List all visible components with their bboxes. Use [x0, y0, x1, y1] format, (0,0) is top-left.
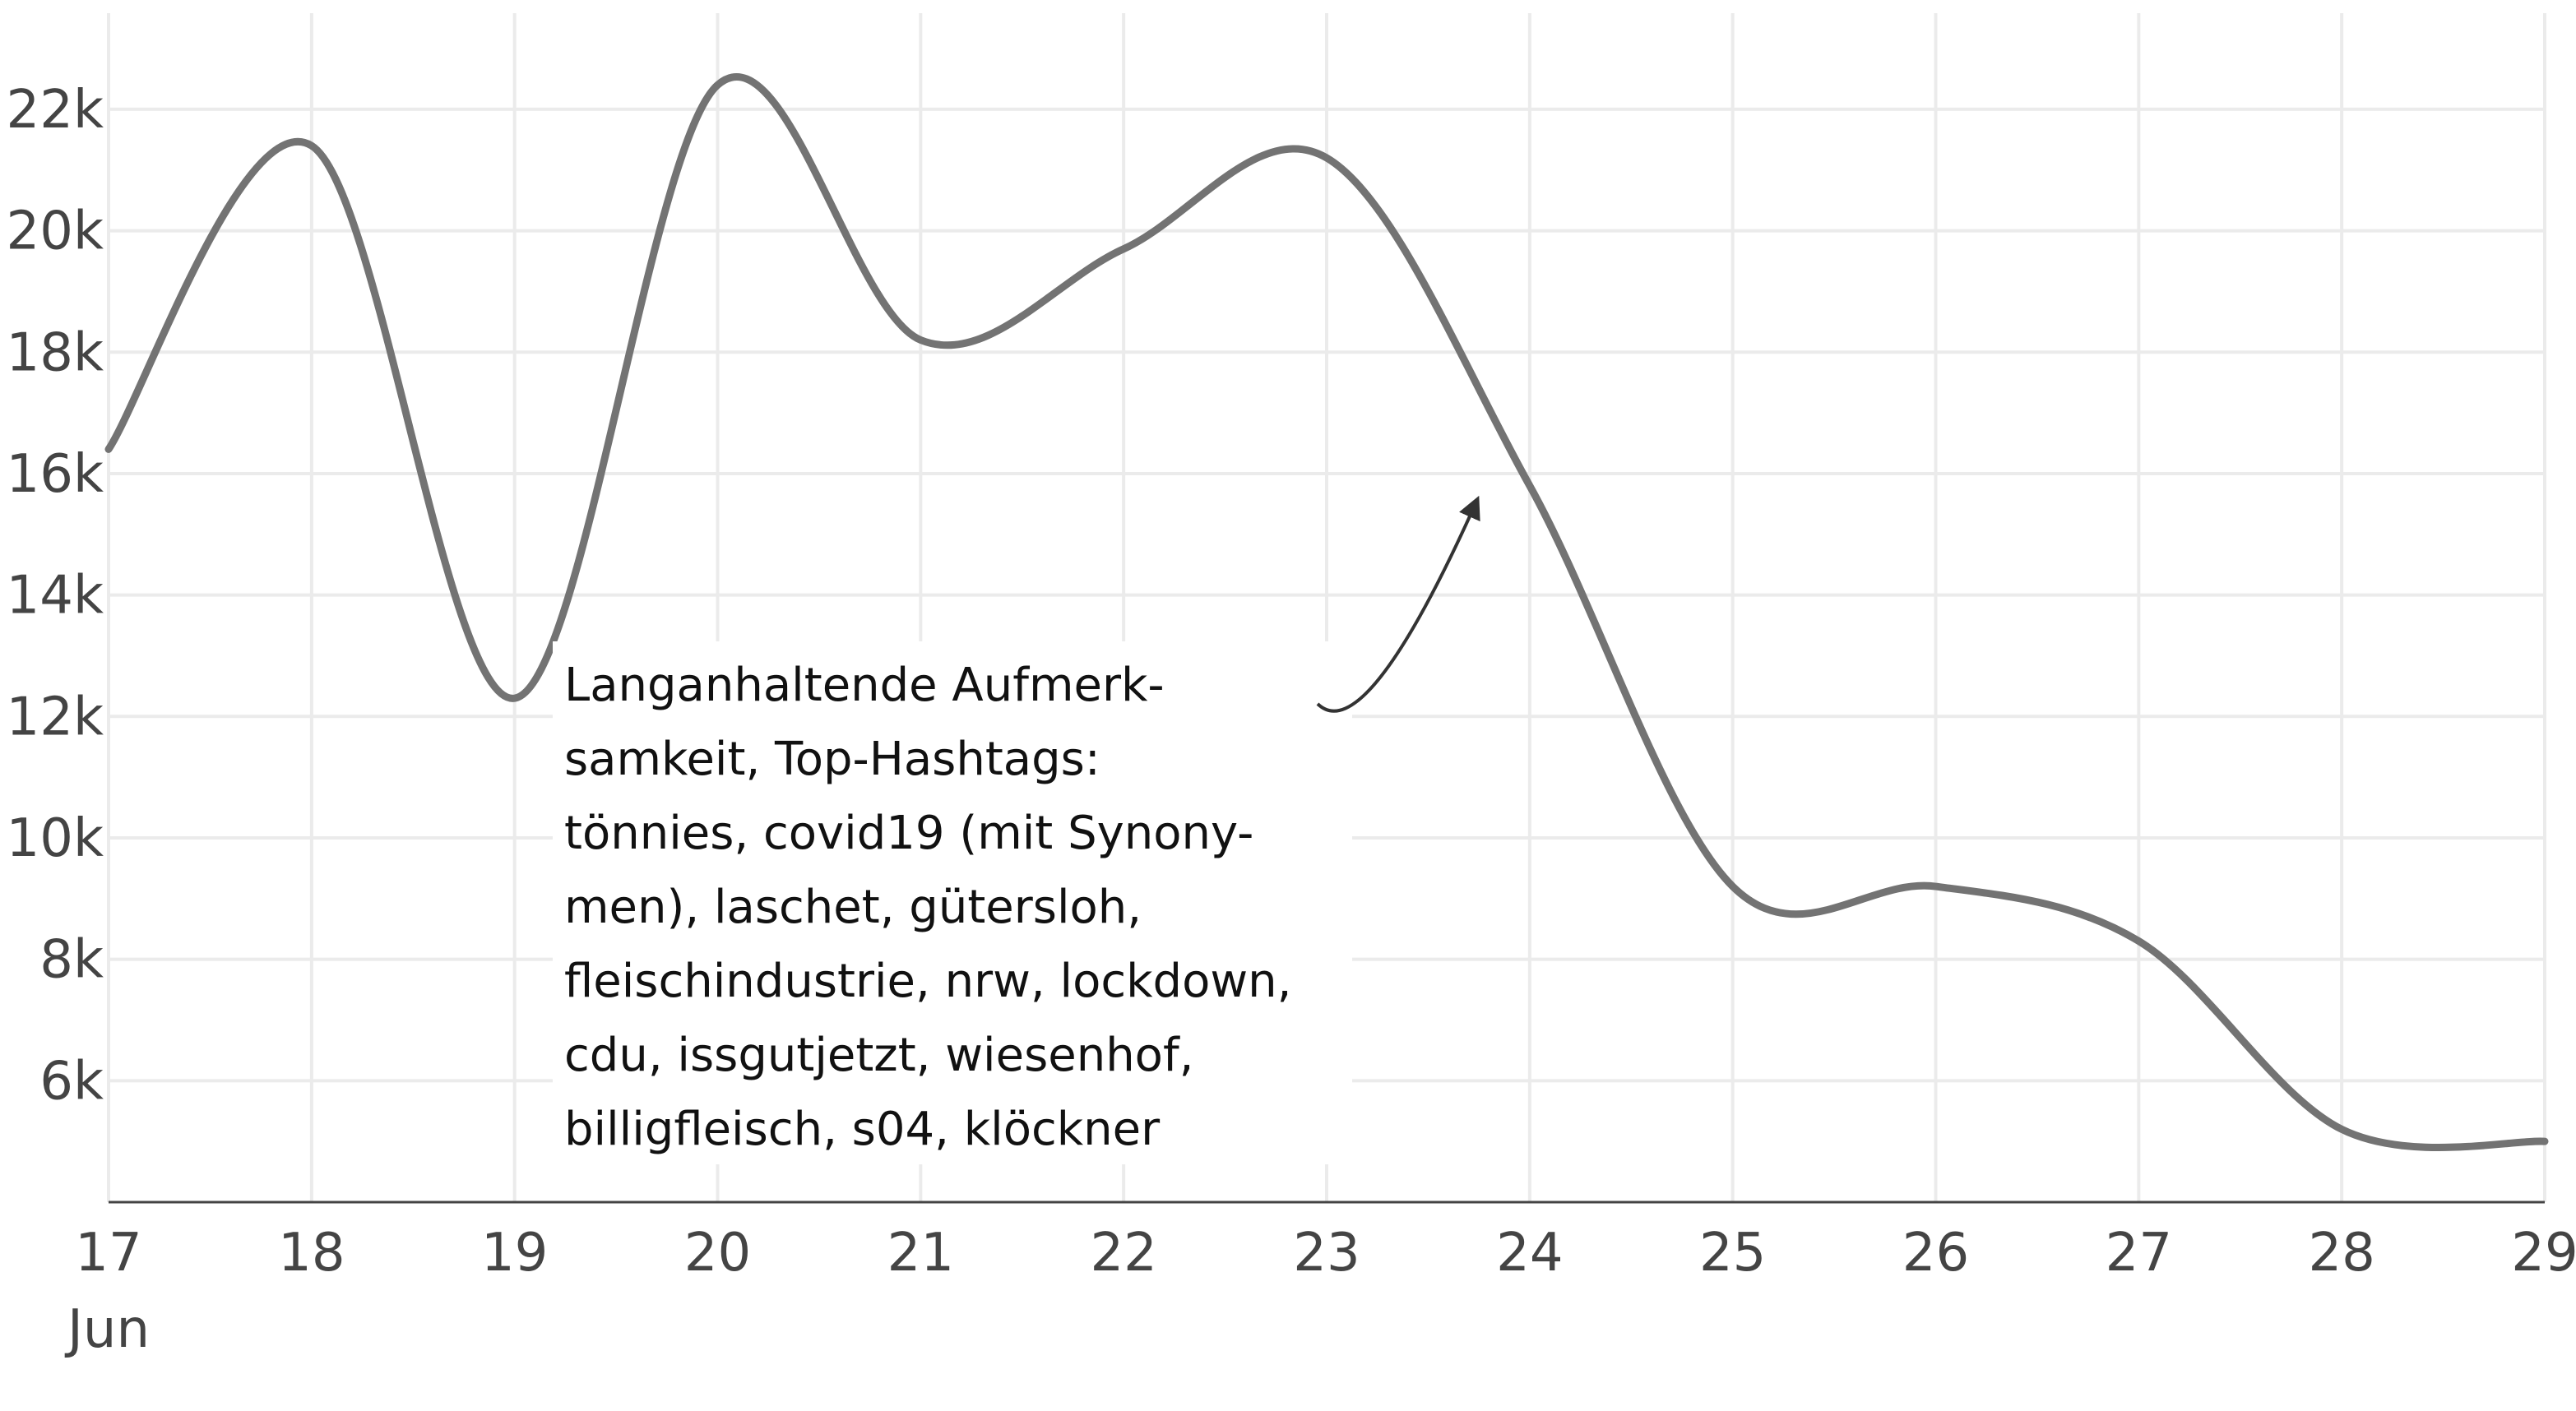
- annotation-line: tönnies, covid19 (mit Synony-: [564, 807, 1253, 860]
- annotation-arrow: [1316, 495, 1480, 713]
- data-point: [715, 81, 721, 88]
- y-tick-label: 18k: [7, 322, 104, 383]
- annotation-line: samkeit, Top-Hashtags:: [564, 733, 1100, 786]
- annotation-text: Langanhaltende Aufmerk-samkeit, Top-Hash…: [564, 659, 1291, 1156]
- x-tick-label: 21: [887, 1223, 954, 1284]
- annotation-line: men), laschet, gütersloh,: [564, 881, 1142, 934]
- data-point: [2135, 937, 2142, 944]
- x-tick-label: 27: [2106, 1223, 2172, 1284]
- annotation-line: Langanhaltende Aufmerk-: [564, 659, 1165, 712]
- vertical-gridlines: [107, 13, 2546, 1202]
- x-tick-label: 18: [278, 1223, 345, 1284]
- annotation-background: [553, 641, 1352, 1164]
- data-point: [917, 336, 924, 343]
- x-tick-label: 25: [1699, 1223, 1766, 1284]
- y-tick-label: 6k: [39, 1051, 104, 1112]
- data-point: [105, 446, 112, 452]
- data-point: [512, 695, 518, 701]
- x-axis-tick-labels: 17 18 19 20 21 22 23 24 25 26 27 28 29: [75, 1223, 2576, 1284]
- x-tick-label: 28: [2308, 1223, 2374, 1284]
- x-tick-label: 20: [684, 1223, 751, 1284]
- data-point: [308, 142, 315, 149]
- x-tick-label: 24: [1496, 1223, 1563, 1284]
- data-point: [1323, 155, 1330, 161]
- data-point: [2541, 1138, 2548, 1145]
- y-tick-label: 16k: [7, 444, 104, 505]
- annotation-line: fleischindustrie, nrw, lockdown,: [564, 955, 1291, 1008]
- x-tick-label: 19: [481, 1223, 548, 1284]
- data-point: [1933, 883, 1939, 890]
- y-tick-label: 10k: [7, 808, 104, 869]
- y-tick-label: 22k: [7, 80, 104, 141]
- y-tick-label: 8k: [39, 930, 104, 991]
- x-tick-label: 17: [75, 1223, 141, 1284]
- annotation-line: billigfleisch, s04, klöckner: [564, 1103, 1161, 1156]
- series-line: [104, 73, 2549, 1151]
- data-point: [1730, 883, 1736, 890]
- annotation: Langanhaltende Aufmerk-samkeit, Top-Hash…: [553, 495, 1480, 1164]
- y-tick-label: 20k: [7, 201, 104, 262]
- x-tick-label: 29: [2511, 1223, 2576, 1284]
- annotation-line: cdu, issgutjetzt, wiesenhof,: [564, 1029, 1193, 1082]
- x-tick-label: 26: [1902, 1223, 1969, 1284]
- data-point: [1120, 246, 1127, 252]
- y-tick-label: 14k: [7, 566, 104, 627]
- x-axis-month-label: Jun: [64, 1299, 150, 1360]
- y-tick-label: 12k: [7, 687, 104, 747]
- x-tick-label: 23: [1293, 1223, 1360, 1284]
- data-point: [1527, 483, 1533, 489]
- x-tick-label: 22: [1090, 1223, 1156, 1284]
- y-axis-tick-labels: 6k 8k 10k 12k 14k 16k 18k 20k 22k: [7, 80, 104, 1112]
- data-point: [2338, 1126, 2345, 1132]
